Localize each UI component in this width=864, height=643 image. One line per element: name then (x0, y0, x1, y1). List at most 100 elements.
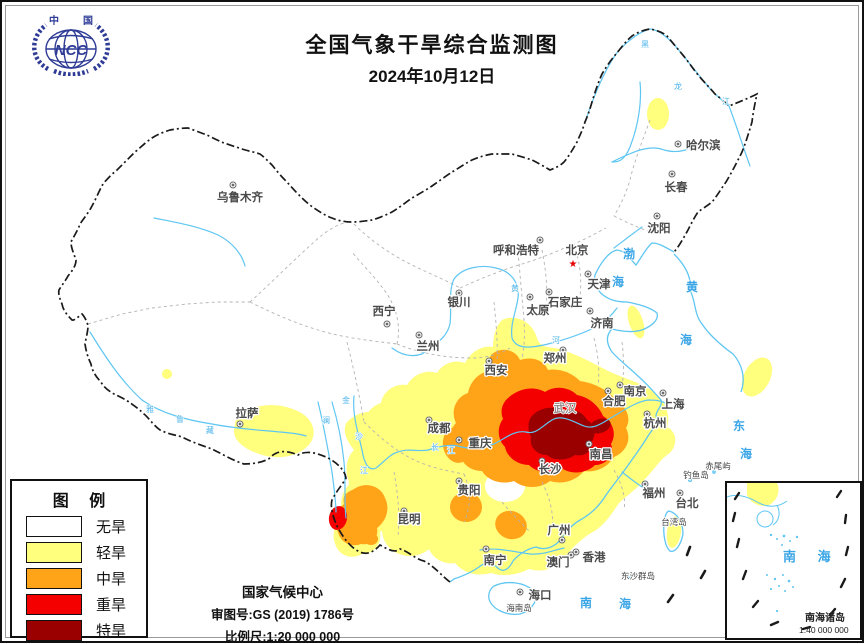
river-label-jiang3: 江 (360, 466, 368, 475)
legend-swatch-none (26, 515, 82, 537)
city-label-lanzhou: 兰州 (417, 339, 440, 353)
city-marker (641, 480, 649, 488)
inset-island-dots (766, 533, 799, 613)
river-yellow (391, 265, 618, 357)
logo-cn-right: 国 (83, 15, 93, 27)
city-label-shenyang: 沈阳 (648, 221, 671, 235)
taiwan-coast (663, 510, 684, 552)
label-chiweiyu: 赤尾屿 (705, 461, 731, 471)
ncc-logo-graphic: 中 国 NCC (32, 14, 110, 77)
sea-bohai-1: 渤 (623, 246, 635, 261)
city-label-haikou: 海口 (529, 588, 552, 602)
dongsha-island (627, 573, 633, 579)
city-label-guiyang: 贵阳 (458, 483, 481, 497)
credits-organization: 国家气候中心 (242, 585, 323, 600)
extreme-drought-east-nub (589, 418, 611, 434)
river-yarlung (89, 331, 307, 437)
label-diaoyudao: 钓鱼岛 (683, 470, 709, 480)
light-drought-xinjiang-dot (162, 369, 172, 379)
moderate-drought-guangxi (495, 510, 527, 540)
city-marker (516, 588, 524, 596)
inset-scale: 1:40 000 000 (799, 625, 849, 635)
city-marker (604, 387, 612, 395)
island-labels: 海南岛 东沙群岛 钓鱼岛 赤尾屿 台湾岛 (505, 460, 732, 614)
city-marker (383, 320, 391, 328)
city-marker (485, 357, 493, 365)
city-marker (659, 389, 667, 397)
severe-drought-yunnan-border (328, 506, 348, 530)
credits-approval-number: 审图号:GS (2019) 1786号 (210, 608, 355, 622)
city-marker (455, 289, 463, 297)
city-label-jinan: 济南 (591, 316, 614, 330)
river-label-ya: 雅 (146, 404, 154, 414)
city-label-hefei: 合肥 (603, 394, 626, 408)
city-label-guangzhou: 广州 (548, 523, 571, 537)
sea-labels: 渤 海 黄 海 东 海 南 海 (579, 245, 752, 611)
city-label-tianjin: 天津 (588, 277, 611, 291)
south-china-sea-inset: 南 海 南海诸岛 1:40 000 000 (725, 481, 862, 640)
river-label-lu: 鲁 (176, 414, 184, 424)
river-label-jiang1: 江 (722, 97, 730, 106)
city-marker (536, 236, 544, 244)
city-marker (653, 212, 661, 220)
city-marker (425, 416, 433, 424)
city-marker (229, 181, 237, 189)
inset-nine-dash-line (731, 489, 850, 631)
city-marker (455, 436, 463, 444)
hainan-coast (488, 581, 537, 615)
city-marker (572, 548, 580, 556)
city-marker (676, 489, 684, 497)
diaoyu-island (687, 477, 693, 483)
city-marker (674, 140, 682, 148)
sea-huanghai-2: 海 (680, 332, 692, 347)
moderate-drought-chongqing-west (442, 427, 472, 463)
city-marker (236, 420, 244, 428)
legend-label-severe: 重旱 (96, 596, 127, 614)
legend-label-none: 无旱 (96, 518, 127, 536)
korea-coast (673, 253, 744, 393)
city-label-macau: 澳门 (547, 555, 570, 569)
coastlines (449, 242, 744, 615)
river-label-chang: 长 (431, 442, 439, 452)
legend-swatch-light (26, 541, 82, 563)
moderate-drought-yunnan-small (364, 533, 378, 545)
legend-swatch-moderate (26, 567, 82, 589)
light-drought-taiwan (666, 516, 682, 548)
river-label-he: 河 (552, 335, 560, 345)
city-label-nanchang: 南昌 (590, 447, 613, 461)
city-label-xian: 西安 (485, 363, 508, 377)
sea-huanghai-1: 黄 (686, 279, 698, 294)
city-label-wuhan: 武汉 (554, 401, 577, 415)
sea-boundary-dashes (666, 545, 707, 604)
river-label-hei: 黑 (641, 40, 649, 49)
city-label-changchun: 长春 (665, 180, 688, 194)
chiwei-island (712, 470, 716, 474)
city-marker (545, 288, 553, 296)
logo-ncc-text: NCC (55, 42, 89, 59)
river-amur (584, 28, 751, 167)
city-label-yinchuan: 银川 (448, 295, 471, 309)
city-label-chengdu: 成都 (428, 421, 451, 435)
city-label-chongqing: 重庆 (469, 436, 492, 450)
label-hainandao: 海南岛 (506, 603, 532, 613)
city-label-beijing: 北京 (566, 243, 589, 257)
river-jinsha (353, 395, 459, 470)
sea-bohai-2: 海 (612, 274, 624, 289)
city-label-hangzhou: 杭州 (644, 416, 667, 430)
legend-box: 图 例 无旱 轻旱 中旱 重旱 特旱 (10, 479, 148, 641)
city-markers (229, 140, 684, 596)
river-labels: 黑 龙 江 黄 河 长 江 金 沙 江 雅 鲁 藏 澜 (145, 39, 730, 475)
city-label-harbin: 哈尔滨 (686, 138, 721, 152)
legend-label-moderate: 中旱 (96, 570, 127, 588)
legend-row-extreme: 特旱 (12, 617, 146, 641)
city-marker (538, 457, 546, 465)
inset-light-drought (747, 483, 779, 506)
city-marker (526, 293, 534, 301)
inset-sea-label: 南 海 (783, 549, 840, 564)
river-label-jiang2: 江 (447, 446, 455, 455)
city-label-lhasa: 拉萨 (236, 406, 259, 420)
city-marker (400, 507, 408, 515)
credits-scale: 比例尺:1:20 000 000 (224, 630, 341, 643)
label-dongsha: 东沙群岛 (621, 571, 655, 581)
